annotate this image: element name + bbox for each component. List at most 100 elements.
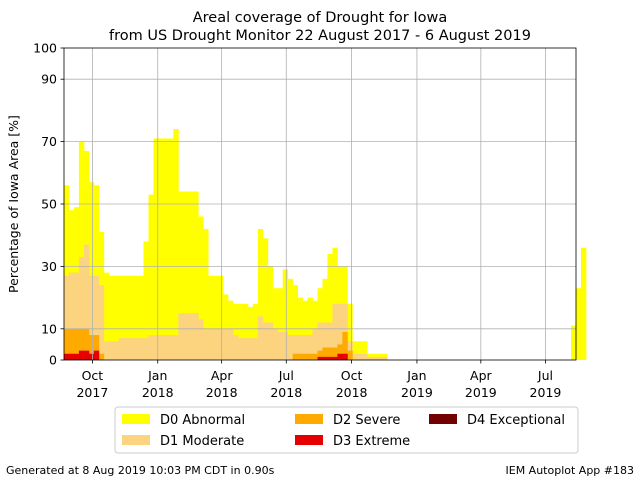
bar-d1-week-43 xyxy=(277,331,284,360)
bar-d1-week-55 xyxy=(337,303,343,360)
bar-d3-week-54 xyxy=(332,356,338,360)
bar-d1-week-32 xyxy=(223,328,229,360)
bar-d0-week-6 xyxy=(93,185,100,360)
bar-d3-week-53 xyxy=(327,356,333,360)
bar-d1-week-48 xyxy=(302,335,308,360)
bar-d1-week-27 xyxy=(198,319,204,360)
bar-d1-week-15 xyxy=(138,338,144,360)
bar-d0-week-28 xyxy=(203,228,209,360)
bar-d2-week-6 xyxy=(93,335,100,360)
bar-d1-week-8 xyxy=(103,341,110,360)
bar-d1-week-28 xyxy=(203,328,209,360)
x-tick-label-2019-07-01: Jul xyxy=(537,368,553,383)
bar-d0-week-42 xyxy=(272,288,279,360)
bar-d1-week-37 xyxy=(247,338,254,360)
bar-d0-week-59 xyxy=(357,341,363,360)
bar-d1-week-29 xyxy=(208,328,214,360)
bar-d0-week-9 xyxy=(108,275,115,360)
bar-d0-week-44 xyxy=(282,269,289,360)
bar-d0-week-23 xyxy=(178,191,184,360)
bar-d3-week-6 xyxy=(93,350,100,360)
bar-d2-week-3 xyxy=(78,328,85,360)
bar-d0-week-8 xyxy=(103,272,110,360)
bar-d1-week-39 xyxy=(257,316,264,360)
y-tick-label-10: 10 xyxy=(41,321,57,336)
bar-d3-week-2 xyxy=(73,353,80,360)
bar-d1-week-23 xyxy=(178,313,184,360)
bar-d0-week-26 xyxy=(193,191,199,360)
bar-d1-week-17 xyxy=(148,335,154,360)
bar-d1-week-21 xyxy=(168,335,174,360)
bar-d1-week-0 xyxy=(64,275,70,360)
bar-d1-week-9 xyxy=(108,341,115,360)
bar-d1-week-3 xyxy=(78,257,85,360)
bar-d0-week-29 xyxy=(208,275,214,360)
x-tick-label-2018-07-01: Jul xyxy=(278,368,294,383)
bar-d2-week-57 xyxy=(347,350,353,360)
bar-d0-week-41 xyxy=(267,266,274,360)
legend-box xyxy=(114,406,579,454)
bar-d1-week-2 xyxy=(73,272,80,360)
legend-swatch-d4 xyxy=(429,414,457,424)
bar-d3-week-52 xyxy=(322,356,328,360)
bar-d0-week-13 xyxy=(128,275,134,360)
bar-d1-week-61 xyxy=(367,356,373,360)
bar-d1-week-19 xyxy=(158,335,164,360)
bar-d2-week-5 xyxy=(88,335,95,360)
bar-d0-week-18 xyxy=(153,138,159,360)
bar-d1-week-35 xyxy=(237,338,244,360)
x-tick-year-2017-10-01: 2017 xyxy=(76,385,108,400)
bar-d3-week-1 xyxy=(68,353,75,360)
bar-d2-week-4 xyxy=(83,328,90,360)
bar-d1-week-53 xyxy=(327,322,333,360)
legend-label-d3: D3 Extreme xyxy=(333,434,410,449)
bar-d2-week-46 xyxy=(292,353,299,360)
bar-d0-week-38 xyxy=(252,303,259,360)
y-tick-label-70: 70 xyxy=(41,134,57,149)
bar-d1-week-40 xyxy=(262,322,269,360)
bar-d2-week-55 xyxy=(337,344,343,360)
bar-d2-week-50 xyxy=(312,353,318,360)
bar-d0-week-22 xyxy=(173,129,179,360)
x-tick-label-2018-10-01: Oct xyxy=(341,368,363,383)
bar-d1-week-41 xyxy=(267,322,274,360)
x-tick-year-2018-10-01: 2018 xyxy=(336,385,368,400)
bar-d0-week-14 xyxy=(133,275,139,360)
bar-d3-week-5 xyxy=(88,353,95,360)
x-tick-year-2018-07-01: 2018 xyxy=(270,385,302,400)
bar-d1-week-50 xyxy=(312,328,318,360)
bar-d1-week-18 xyxy=(153,335,159,360)
x-tick-year-2019-01-01: 2019 xyxy=(401,385,433,400)
bar-d1-week-38 xyxy=(252,338,259,360)
bar-d1-week-13 xyxy=(128,338,134,360)
bar-d0-week-15 xyxy=(138,275,144,360)
bar-d2-week-51 xyxy=(317,350,323,360)
bar-d2-week-52 xyxy=(322,347,328,360)
bar-d1-week-56 xyxy=(342,303,348,360)
bar-d0-week-57 xyxy=(347,303,353,360)
bar-d1-week-51 xyxy=(317,322,323,360)
bar-d1-week-1 xyxy=(68,272,75,360)
legend-swatch-d2 xyxy=(295,414,323,424)
x-tick-label-2017-10-01: Oct xyxy=(82,368,104,383)
chart-title: Areal coverage of Drought for Iowa xyxy=(193,10,448,26)
bar-d0-week-45 xyxy=(287,278,294,360)
y-tick-label-30: 30 xyxy=(41,259,57,274)
bar-d1-week-45 xyxy=(287,335,294,360)
bar-d0-week-46 xyxy=(292,285,299,360)
bar-d3-week-0 xyxy=(64,353,70,360)
y-tick-label-100: 100 xyxy=(33,41,57,56)
bar-d0-week-40 xyxy=(262,238,269,360)
bar-d0-week-3 xyxy=(78,141,85,360)
bar-d0-week-19 xyxy=(158,138,164,360)
bar-d0-week-58 xyxy=(352,341,358,360)
bar-d1-week-22 xyxy=(173,335,179,360)
bar-d3-week-3 xyxy=(78,350,85,360)
bar-d1-week-5 xyxy=(88,275,95,360)
bar-d2-week-47 xyxy=(297,353,303,360)
bar-d2-week-2 xyxy=(73,328,80,360)
legend-label-d1: D1 Moderate xyxy=(160,434,244,449)
x-tick-label-2019-01-01: Jan xyxy=(406,368,426,383)
bar-d0-week-104 xyxy=(580,247,587,360)
x-tick-label-2019-04-01: Apr xyxy=(470,368,492,383)
